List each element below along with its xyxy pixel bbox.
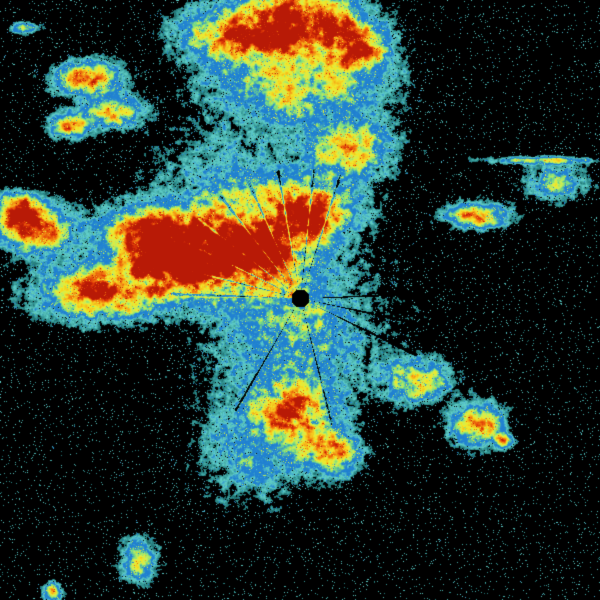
radar-reflectivity-canvas <box>0 0 600 600</box>
radar-image-viewer <box>0 0 600 600</box>
